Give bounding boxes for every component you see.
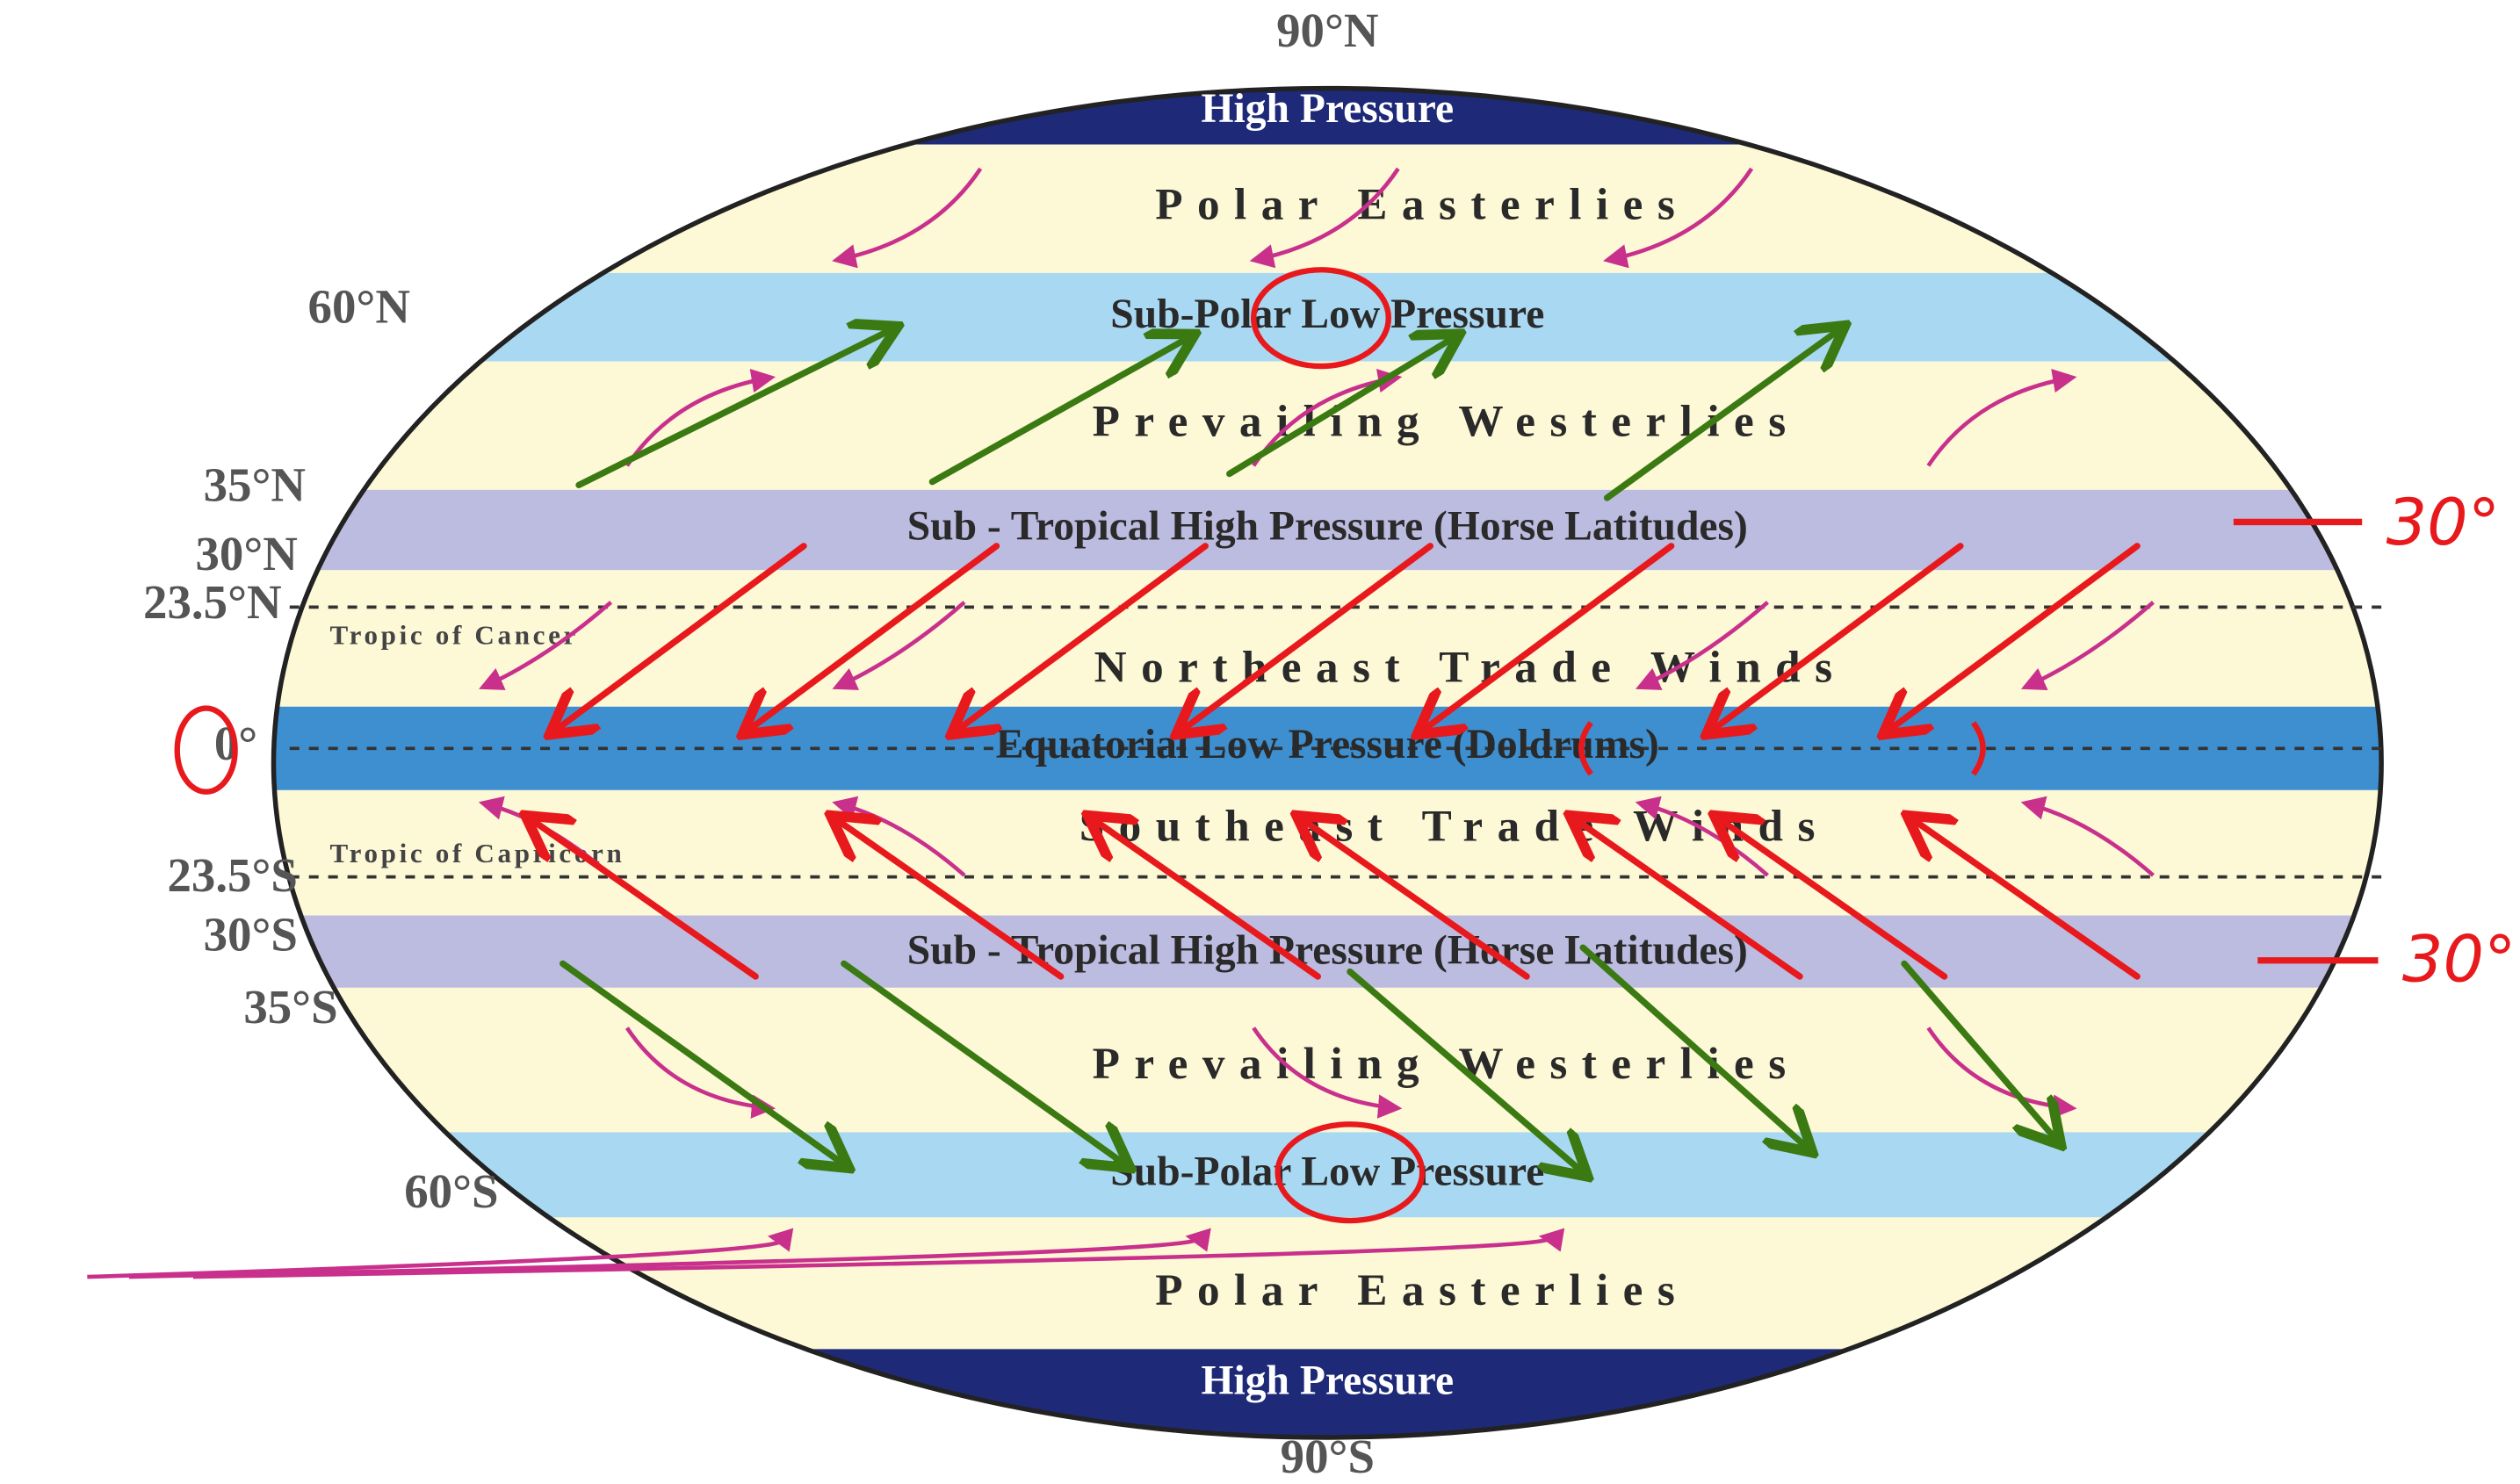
label: 35°N [204, 457, 306, 511]
label: 30°S [204, 908, 298, 962]
label: Polar Easterlies [1155, 180, 1689, 230]
label: Tropic of Cancer [330, 619, 580, 650]
label: 35°S [243, 980, 337, 1034]
label: Sub - Tropical High Pressure (Horse Lati… [907, 927, 1748, 973]
label: 60°S [404, 1164, 498, 1218]
label: Northeast Trade Winds [1094, 642, 1847, 692]
label: Polar Easterlies [1155, 1265, 1689, 1315]
label: 30°N [196, 527, 298, 580]
label: Equatorial Low Pressure (Doldrums) [996, 722, 1659, 767]
label: High Pressure [1202, 86, 1454, 132]
label: Sub-Polar Low Pressure [1110, 1149, 1544, 1195]
label: Sub-Polar Low Pressure [1110, 292, 1544, 337]
wind-belt-diagram: 90°N 90°S High Pressure High Pressure Polar … [0, 0, 2520, 1484]
label: 30° [2386, 486, 2501, 560]
label: 23.5°N [143, 575, 282, 629]
label: 60°N [308, 279, 410, 333]
label: Prevailing Westerlies [1093, 396, 1801, 446]
label: Sub - Tropical High Pressure (Horse Lati… [907, 503, 1748, 549]
label: 30° [2402, 922, 2516, 997]
label: 23.5°S [167, 848, 297, 902]
label: 90°S [1281, 1430, 1375, 1483]
label: 90°N [1276, 4, 1378, 57]
label: High Pressure [1202, 1358, 1454, 1404]
label: Southeast Trade Winds [1079, 801, 1830, 851]
